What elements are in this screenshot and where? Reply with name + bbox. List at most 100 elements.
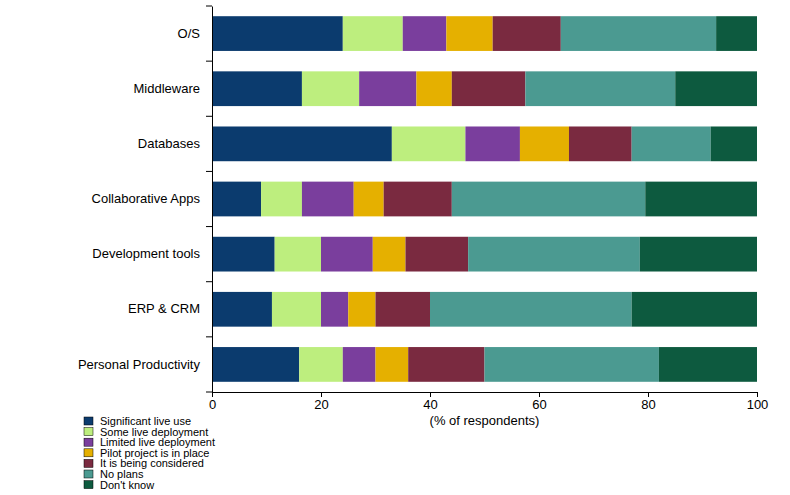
tick: Personal Productivity [78,357,212,372]
bar [392,126,466,161]
legend-swatch [84,438,93,446]
legend-label: Don't know [100,479,154,491]
legend-swatch [84,417,93,425]
bar [302,71,359,106]
bar [446,16,492,51]
bar [275,237,321,272]
tick: 80 [641,392,655,412]
x-axis: 0 20 40 60 80 100 [209,392,768,412]
category-label: Development tools [92,246,200,261]
bar [468,237,640,272]
bar [430,292,632,327]
separator-tick [206,61,212,62]
bar [376,347,409,382]
bar [212,237,275,272]
bar [212,292,272,327]
bar [416,71,451,106]
bar [321,237,373,272]
bar [716,16,757,51]
bar [485,347,659,382]
bar [525,71,675,106]
bar [343,16,403,51]
category-label: Personal Productivity [78,357,201,372]
bar [212,126,392,161]
bar [321,292,348,327]
tick: 0 [209,392,216,412]
tick-label: 40 [423,397,437,412]
bar [645,182,757,217]
bar [452,182,645,217]
tick: O/S [178,26,212,41]
bar [212,16,343,51]
axis-line [212,7,213,393]
separator-tick [206,171,212,172]
tick: Collaborative Apps [92,191,212,206]
tick: 20 [314,392,328,412]
tick: ERP & CRM [128,301,212,316]
separator-tick [206,116,212,117]
bar [403,16,447,51]
bar [261,182,302,217]
bar [408,347,484,382]
bar [299,347,343,382]
bar [354,182,384,217]
tick: Databases [138,136,212,151]
legend: Significant live useSome live deployment… [84,415,215,491]
category-label: Middleware [134,81,200,96]
category-label: O/S [178,26,201,41]
separator-tick [206,392,212,393]
bar [212,182,261,217]
tick-label: 20 [314,397,328,412]
bar [520,126,569,161]
bars [212,16,757,382]
bar [640,237,757,272]
tick: 100 [747,392,769,412]
tick-label: 80 [641,397,655,412]
legend-swatch [84,470,93,478]
legend-swatch [84,459,93,467]
bar [359,71,416,106]
tick: Middleware [134,81,212,96]
separator-tick [206,226,212,227]
category-label: Databases [138,136,201,151]
bar [376,292,431,327]
bar [493,16,561,51]
axis-line [213,392,758,393]
bar [272,292,321,327]
category-label: Collaborative Apps [92,191,201,206]
bar [632,292,757,327]
tick: 40 [423,392,437,412]
bar [405,237,468,272]
bar [659,347,757,382]
tick-label: 100 [747,397,769,412]
bar [632,126,711,161]
bar [343,347,376,382]
bar [302,182,354,217]
bar [452,71,526,106]
bar [373,237,406,272]
series [212,16,392,382]
axis-title: (% of respondents) [430,413,540,428]
category-label: ERP & CRM [128,301,200,316]
separator-tick [206,6,212,7]
y-axis: O/S Middleware Databases Collaborative Apps… [78,7,213,393]
bar [212,71,302,106]
bar [465,126,520,161]
legend-swatch [84,481,93,489]
legend-swatch [84,428,93,436]
separator-tick [206,281,212,282]
bar [561,16,716,51]
series [261,16,465,382]
category-separators [206,6,212,392]
bar [569,126,632,161]
legend-swatch [84,449,93,457]
bar [384,182,452,217]
bar [212,347,299,382]
legend-item: Don't know [84,479,154,491]
separator-tick [206,336,212,337]
tick: 60 [532,392,546,412]
tick-label: 0 [209,397,216,412]
series [632,16,757,382]
bar [675,71,757,106]
bar [711,126,757,161]
